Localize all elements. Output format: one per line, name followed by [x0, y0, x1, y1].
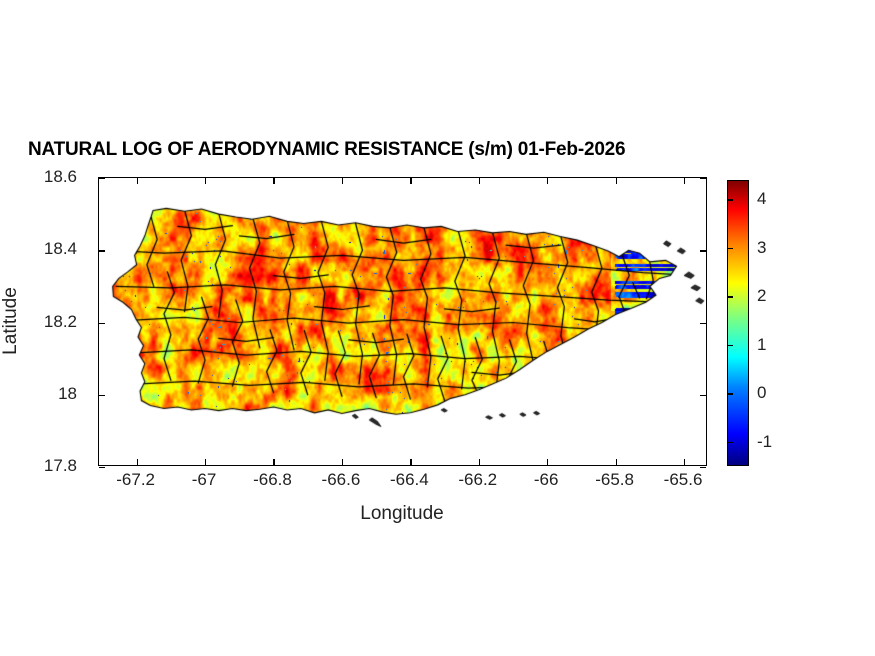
y-tick: [99, 467, 105, 469]
page-title: NATURAL LOG OF AERODYNAMIC RESISTANCE (s…: [28, 139, 626, 160]
colorbar-tick-label: 3: [757, 237, 767, 257]
x-tick: [273, 459, 275, 465]
y-tick-label: 17.8: [43, 456, 77, 475]
colorbar-tick-label: -1: [757, 431, 773, 451]
x-tick-label: -67: [191, 470, 217, 489]
x-tick: [478, 459, 481, 465]
x-tick: [684, 178, 686, 184]
x-tick-label: -66.8: [253, 470, 292, 489]
x-tick-label: -67.2: [116, 470, 155, 489]
y-tick: [700, 178, 706, 180]
y-tick: [700, 467, 706, 469]
colorbar-tick: [728, 247, 733, 250]
colorbar-tick-label: 0: [757, 383, 767, 403]
y-tick: [700, 250, 706, 252]
x-axis-title: Longitude: [360, 503, 444, 524]
x-tick: [205, 459, 207, 465]
x-tick: [341, 178, 344, 184]
x-tick: [684, 459, 686, 465]
y-tick-label: 18.2: [43, 311, 77, 331]
x-tick-label: -66.6: [321, 470, 361, 489]
x-tick: [273, 178, 275, 184]
x-tick: [547, 459, 549, 465]
aerodynamic-resistance-heatmap: [99, 178, 708, 467]
x-tick: [410, 178, 412, 184]
y-tick-label: 18.6: [43, 167, 77, 186]
colorbar-tick-label: 4: [757, 189, 767, 209]
x-tick-label: -66: [533, 470, 559, 489]
y-axis-title: Latitude: [0, 287, 21, 355]
y-tick: [700, 322, 706, 324]
y-tick-label: 18: [58, 383, 77, 403]
x-tick-label: -66.2: [458, 470, 498, 489]
map-axes: [98, 177, 708, 469]
colorbar-tick-label: 2: [757, 286, 767, 306]
x-tick-label: -65.8: [595, 470, 634, 489]
y-tick: [700, 394, 706, 397]
y-tick-label: 18.4: [43, 239, 77, 259]
x-tick: [136, 459, 138, 465]
colorbar: [727, 180, 749, 466]
x-tick: [615, 459, 617, 465]
colorbar-tick: [728, 344, 733, 347]
x-tick: [547, 178, 549, 184]
y-tick: [99, 250, 105, 252]
x-tick: [478, 178, 481, 184]
x-tick: [341, 459, 344, 465]
x-tick: [615, 178, 617, 184]
y-tick: [99, 178, 105, 180]
x-tick-label: -65.6: [663, 470, 703, 489]
x-tick: [136, 178, 138, 184]
x-tick: [205, 178, 207, 184]
x-tick: [410, 459, 412, 465]
y-tick: [99, 322, 105, 324]
colorbar-tick: [728, 296, 733, 298]
colorbar-tick: [728, 199, 733, 201]
y-tick: [99, 394, 105, 397]
x-tick-label: -66.4: [389, 470, 429, 489]
colorbar-tick: [728, 393, 733, 395]
colorbar-tick: [728, 441, 733, 444]
colorbar-tick-label: 1: [757, 334, 767, 354]
